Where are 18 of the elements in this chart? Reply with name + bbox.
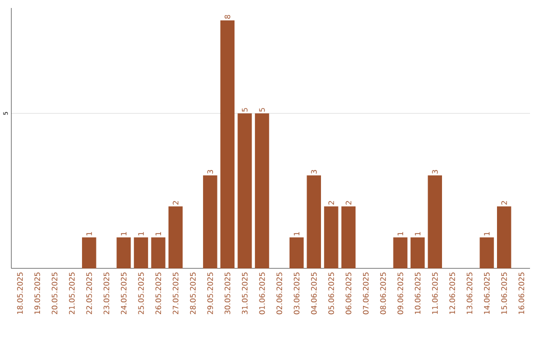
bar [428, 175, 442, 268]
bar [393, 237, 408, 268]
bar [238, 113, 252, 268]
bar [203, 175, 218, 268]
bar [220, 20, 235, 268]
bar [341, 206, 356, 268]
bar [306, 175, 321, 268]
bar [480, 237, 494, 268]
bar [116, 237, 131, 268]
bar [324, 206, 338, 268]
bar [151, 237, 166, 268]
bar [82, 237, 96, 268]
bar [254, 113, 270, 268]
bar [496, 206, 512, 268]
bar [168, 206, 183, 268]
bar [410, 237, 425, 268]
bar [290, 237, 304, 268]
bar [134, 237, 148, 268]
